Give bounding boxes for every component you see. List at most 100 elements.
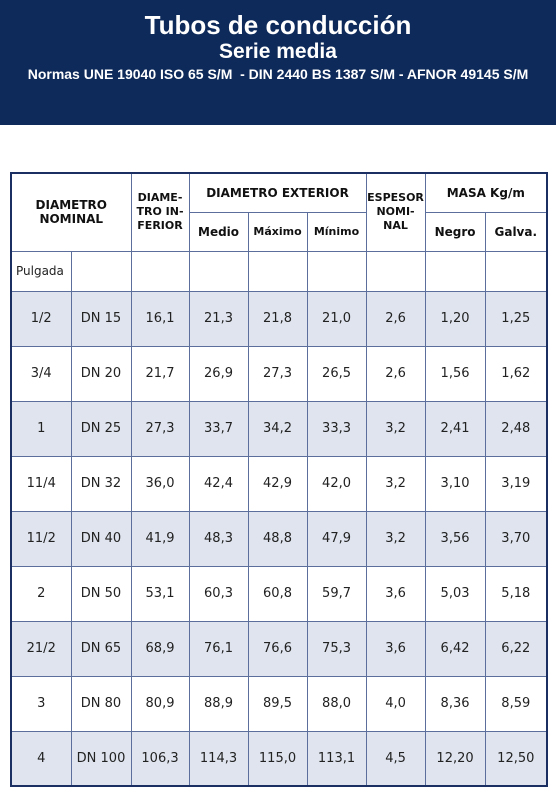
pipe-table: DIAMETRO NOMINAL DIAME- TRO IN- FERIOR DIAMET…	[10, 172, 549, 787]
cell-text: DN 80	[80, 696, 122, 711]
cell-text: 21,7	[145, 366, 175, 381]
cell-text: Máximo	[253, 224, 302, 238]
data-cell: 41,9	[130, 510, 190, 567]
cell-text: 48,8	[263, 531, 292, 546]
data-cell: 26,9	[188, 345, 249, 402]
cell-text: 75,3	[322, 641, 351, 656]
table-row: 11/4 DN 32 36,0 42,4 42,9 42,0 3,2 3,10 3,19	[10, 455, 548, 512]
cell-text: DIAMETRO EXTERIOR	[206, 185, 349, 200]
cell-text: 4,5	[385, 750, 406, 766]
data-cell: 1,62	[484, 345, 548, 402]
data-cell: 6,22	[484, 620, 548, 677]
cell-text: DN 32	[80, 476, 122, 491]
data-cell: 42,4	[188, 455, 249, 512]
data-cell: DN 20	[70, 345, 132, 402]
data-cell: 12,50	[484, 730, 548, 787]
data-cell: 27,3	[130, 400, 190, 457]
subtitle: Serie media	[219, 40, 337, 63]
cell-text: 27,3	[263, 366, 292, 381]
data-cell: 1,25	[484, 290, 548, 347]
empty-cell	[365, 250, 426, 292]
data-cell: 75,3	[306, 620, 367, 677]
cell-text: 88,9	[204, 696, 233, 711]
table-row: 3 DN 80 80,9 88,9 89,5 88,0 4,0 8,36 8,59	[10, 675, 548, 732]
cell-text: 16,1	[145, 311, 175, 326]
table-row: 2 DN 50 53,1 60,3 60,8 59,7 3,6 5,03 5,18	[10, 565, 548, 622]
header-band: Tubos de conducción Serie media Normas U…	[0, 0, 556, 125]
empty-cell	[424, 250, 486, 292]
cell-text: 3,6	[385, 586, 406, 601]
data-cell: 3,10	[424, 455, 486, 512]
cell-text: DN 50	[80, 586, 122, 601]
cell-text: 60,8	[263, 586, 292, 601]
cell-text: 6,42	[440, 641, 470, 656]
header-cell: Máximo	[247, 211, 308, 252]
cell-text: 53,1	[145, 586, 175, 601]
data-cell: 76,1	[188, 620, 249, 677]
norms: Normas UNE 19040 ISO 65 S/M - DIN 2440 B…	[27, 66, 529, 82]
data-cell: 34,2	[247, 400, 308, 457]
cell-text: DN 100	[76, 750, 126, 766]
data-cell: 33,7	[188, 400, 249, 457]
data-cell: 2	[10, 565, 72, 622]
cell-text: 3,6	[385, 641, 406, 656]
data-cell: DN 50	[70, 565, 132, 622]
cell-text: 106,3	[141, 750, 179, 766]
data-cell: 21,3	[188, 290, 249, 347]
cell-text: 6,22	[501, 641, 531, 656]
cell-text: 60,3	[204, 586, 233, 601]
title: Tubos de conducción	[144, 10, 412, 40]
cell-text: DIAME-	[137, 191, 183, 205]
data-cell: 4	[10, 730, 72, 787]
table-row: 1/2 DN 15 16,1 21,3 21,8 21,0 2,6 1,20 1,25	[10, 290, 548, 347]
cell-text: 41,9	[145, 531, 175, 546]
cell-text: 2,48	[501, 421, 531, 436]
cell-text: 33,3	[322, 421, 351, 436]
data-cell: 6,42	[424, 620, 486, 677]
cell-text: 27,3	[145, 421, 175, 436]
cell-text: 42,9	[263, 476, 292, 491]
data-cell: 59,7	[306, 565, 367, 622]
data-cell: DN 100	[70, 730, 132, 787]
data-cell: 21/2	[10, 620, 72, 677]
header-cell: MASA Kg/m	[424, 172, 548, 213]
cell-text: 3,2	[385, 421, 406, 436]
data-cell: 1	[10, 400, 72, 457]
cell-text: 3,2	[385, 476, 406, 491]
cell-text: 42,0	[322, 476, 351, 491]
cell-text: NOMI-	[376, 205, 415, 219]
cell-text: 2,41	[440, 421, 470, 436]
data-cell: 48,3	[188, 510, 249, 567]
cell-text: Galva.	[494, 224, 538, 239]
cell-text: 68,9	[145, 641, 175, 656]
cell-text: ESPESOR	[367, 191, 424, 205]
data-cell: 3,70	[484, 510, 548, 567]
data-cell: DN 40	[70, 510, 132, 567]
data-cell: 36,0	[130, 455, 190, 512]
data-cell: 4,0	[365, 675, 426, 732]
cell-text: 26,9	[204, 366, 233, 381]
table-row: 21/2 DN 65 68,9 76,1 76,6 75,3 3,6 6,42 6,22	[10, 620, 548, 677]
cell-text: 47,9	[322, 531, 351, 546]
data-cell: 1,20	[424, 290, 486, 347]
cell-text: 76,6	[263, 641, 292, 656]
data-cell: 60,3	[188, 565, 249, 622]
data-cell: 89,5	[247, 675, 308, 732]
cell-text: 1,56	[440, 366, 470, 381]
cell-text: DIAMETRO	[35, 198, 107, 213]
data-cell: 3,6	[365, 620, 426, 677]
cell-text: 76,1	[204, 641, 233, 656]
cell-text: DN 40	[80, 531, 122, 546]
data-cell: 76,6	[247, 620, 308, 677]
cell-text: 5,03	[440, 586, 470, 601]
data-cell: 115,0	[247, 730, 308, 787]
cell-text: 2,6	[385, 366, 406, 381]
cell-text: 21,8	[263, 311, 292, 326]
data-cell: 11/4	[10, 455, 72, 512]
header-cell: DIAMETRO EXTERIOR	[188, 172, 367, 213]
cell-text: 89,5	[263, 696, 292, 711]
data-cell: 21,0	[306, 290, 367, 347]
data-cell: 4,5	[365, 730, 426, 787]
cell-text: 1/2	[30, 311, 52, 326]
cell-text: 4,0	[385, 696, 406, 711]
